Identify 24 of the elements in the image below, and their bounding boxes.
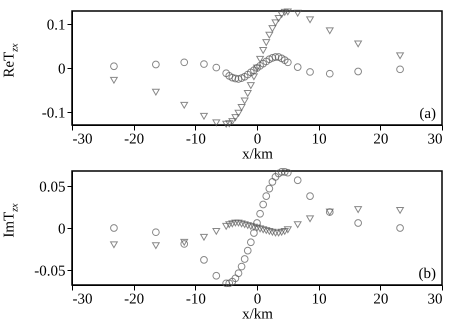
x-tick-label: 0 <box>254 292 262 308</box>
x-tick-label: -10 <box>186 292 206 308</box>
x-tick-label: 20 <box>373 292 388 308</box>
x-tick-label: -20 <box>124 292 144 308</box>
x-tick-label: 20 <box>373 132 388 148</box>
annotation: (b) <box>418 266 436 282</box>
y-tick-label: 0 <box>58 62 66 78</box>
y-tick-label: -0.1 <box>42 105 66 122</box>
y-tick-label: 0.05 <box>39 180 66 196</box>
x-tick-label: -30 <box>72 132 92 148</box>
x-tick-label: 10 <box>312 292 327 308</box>
x-tick-label: 30 <box>428 292 442 308</box>
y-tick-label: 0.1 <box>46 18 66 34</box>
x-axis-title: x/km <box>242 146 274 162</box>
y-tick-label: -0.05 <box>34 263 66 280</box>
x-tick-label: -20 <box>124 132 144 148</box>
annotation: (a) <box>419 106 436 122</box>
x-tick-label: 10 <box>312 132 327 148</box>
x-tick-label: 0 <box>254 132 262 148</box>
x-tick-label: 30 <box>428 132 442 148</box>
x-tick-label: -10 <box>186 132 206 148</box>
y-tick-label: 0 <box>58 222 66 238</box>
x-axis-title: x/km <box>242 306 274 320</box>
x-tick-label: -30 <box>72 292 92 308</box>
